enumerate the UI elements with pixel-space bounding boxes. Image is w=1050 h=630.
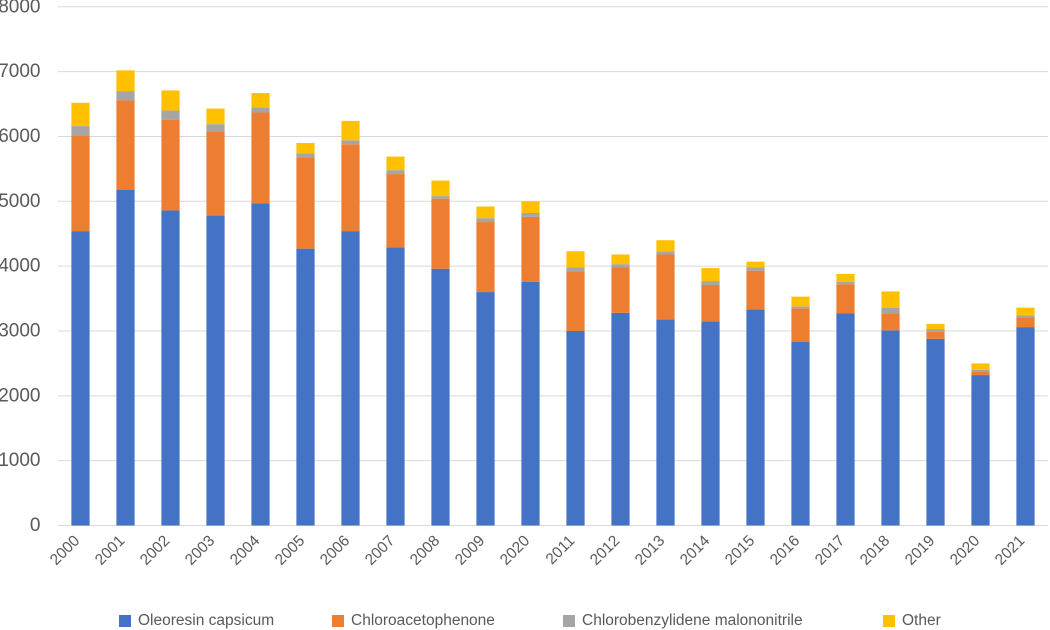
svg-text:2018: 2018 — [857, 532, 893, 568]
svg-text:2020: 2020 — [497, 532, 534, 569]
svg-text:2004: 2004 — [227, 532, 264, 569]
svg-text:2008: 2008 — [407, 532, 443, 568]
svg-text:3000: 3000 — [0, 320, 41, 341]
svg-text:6000: 6000 — [0, 126, 41, 147]
svg-text:2007: 2007 — [362, 532, 398, 568]
svg-text:2011: 2011 — [543, 532, 579, 568]
svg-text:2001: 2001 — [92, 532, 128, 568]
svg-text:2017: 2017 — [812, 532, 848, 568]
svg-text:2013: 2013 — [632, 532, 668, 568]
svg-text:2009: 2009 — [452, 532, 488, 568]
svg-text:2020: 2020 — [947, 532, 984, 569]
svg-text:8000: 8000 — [0, 0, 41, 17]
svg-text:2015: 2015 — [722, 532, 758, 568]
svg-text:2005: 2005 — [272, 532, 308, 568]
svg-text:2000: 2000 — [47, 532, 84, 569]
svg-text:2012: 2012 — [587, 532, 623, 568]
svg-text:2019: 2019 — [902, 532, 938, 568]
svg-text:2006: 2006 — [317, 532, 353, 568]
svg-text:2000: 2000 — [0, 385, 41, 406]
svg-text:1000: 1000 — [0, 450, 41, 471]
svg-text:4000: 4000 — [0, 256, 41, 277]
svg-text:2002: 2002 — [137, 532, 173, 568]
svg-text:0: 0 — [30, 515, 41, 536]
svg-text:2003: 2003 — [182, 532, 218, 568]
svg-text:2021: 2021 — [992, 532, 1028, 568]
svg-text:5000: 5000 — [0, 191, 41, 212]
svg-text:7000: 7000 — [0, 61, 41, 82]
svg-text:2014: 2014 — [677, 532, 714, 569]
svg-text:2016: 2016 — [767, 532, 803, 568]
